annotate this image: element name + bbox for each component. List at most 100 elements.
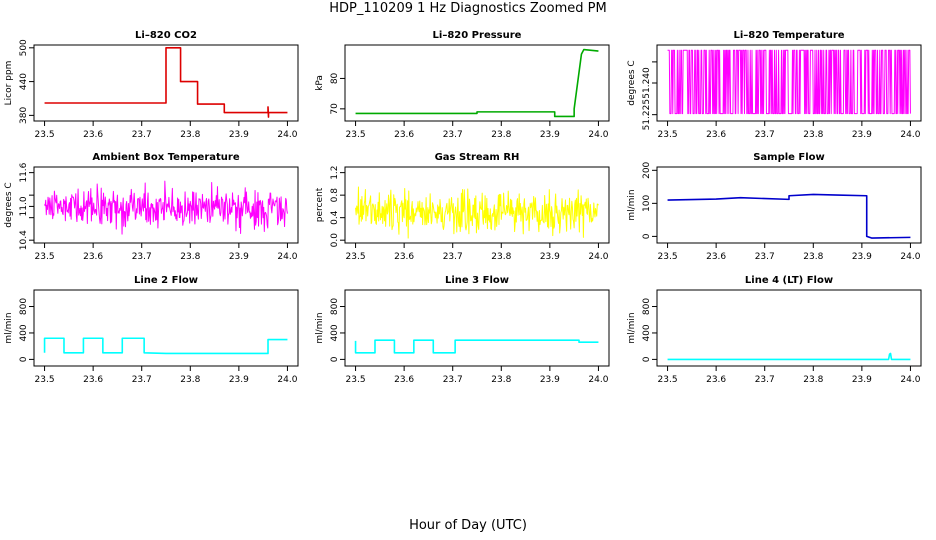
panel-5: Gas Stream RH 23.5 23.6 23.7 23.8 23.9 24.0 0.0… — [315, 152, 610, 262]
y-tick-label: 11.0 — [19, 196, 29, 216]
y-axis-label: degrees C — [4, 182, 14, 227]
y-tick-label: 11.6 — [19, 162, 29, 182]
x-tick-label: 24.0 — [588, 375, 608, 385]
x-tick-label: 23.9 — [852, 375, 872, 385]
series-line — [667, 352, 911, 361]
x-tick-label: 24.0 — [900, 252, 920, 262]
x-tick-label: 23.7 — [755, 130, 775, 140]
x-tick-label: 23.6 — [83, 252, 103, 262]
x-tick-label: 23.7 — [443, 252, 463, 262]
x-tick-label: 23.6 — [394, 130, 414, 140]
panel-9: Line 4 (LT) Flow 23.5 23.6 23.7 23.8 23.9 24.0… — [627, 275, 922, 385]
series-line — [44, 47, 288, 118]
series-line — [44, 180, 288, 235]
y-axis-label: ml/min — [627, 312, 637, 343]
y-tick-label: 0.8 — [330, 188, 340, 203]
y-tick-label: 800 — [330, 298, 340, 315]
plot-frame — [33, 166, 299, 244]
x-tick-label: 24.0 — [277, 252, 297, 262]
x-tick-label: 23.8 — [180, 375, 200, 385]
panel-4: Ambient Box Temperature 23.5 23.6 23.7 23.8 2… — [4, 152, 299, 262]
series-line — [355, 186, 599, 239]
y-tick-label: 0.0 — [330, 233, 340, 248]
y-tick-label: 440 — [19, 73, 29, 90]
y-tick-label: 0 — [19, 356, 29, 362]
x-tick-label: 23.8 — [803, 375, 823, 385]
x-tick-label: 23.7 — [132, 375, 152, 385]
plot-frame — [33, 44, 299, 122]
x-tick-label: 23.8 — [491, 375, 511, 385]
y-tick-label: 800 — [19, 298, 29, 315]
panel-title: Gas Stream RH — [435, 152, 520, 163]
x-tick-label: 24.0 — [588, 252, 608, 262]
x-tick-label: 23.5 — [346, 130, 366, 140]
y-tick-label: 500 — [19, 39, 29, 56]
panel-6: Sample Flow 23.5 23.6 23.7 23.8 23.9 24.0 0 100 2… — [627, 152, 922, 262]
x-tick-label: 23.9 — [540, 252, 560, 262]
x-tick-label: 23.7 — [132, 130, 152, 140]
y-axis-label: ml/min — [315, 312, 325, 343]
x-tick-label: 23.7 — [755, 375, 775, 385]
x-tick-label: 23.5 — [658, 375, 678, 385]
x-tick-label: 23.6 — [394, 252, 414, 262]
y-tick-label: 0 — [642, 233, 652, 239]
x-tick-label: 23.9 — [852, 252, 872, 262]
y-axis-label: ml/min — [4, 312, 14, 343]
series-line — [43, 337, 288, 355]
x-tick-label: 23.9 — [540, 130, 560, 140]
y-tick-label: 400 — [330, 324, 340, 341]
y-axis-label: Licor ppm — [4, 61, 14, 106]
x-tick-label: 23.5 — [346, 252, 366, 262]
y-tick-label: 400 — [19, 324, 29, 341]
x-tick-label: 23.7 — [132, 252, 152, 262]
x-tick-label: 24.0 — [588, 130, 608, 140]
y-tick-label: 51.240 — [642, 67, 652, 99]
y-tick-label: 10.4 — [19, 230, 29, 250]
x-tick-label: 23.8 — [491, 252, 511, 262]
panel-1: Li–820 CO2 23.5 23.6 23.7 23.8 23.9 24.0 380 440… — [4, 30, 299, 140]
x-tick-label: 23.8 — [803, 130, 823, 140]
figure-title: HDP_110209 1 Hz Diagnostics Zoomed PM — [329, 1, 607, 16]
x-tick-label: 23.6 — [706, 375, 726, 385]
x-tick-label: 23.5 — [658, 130, 678, 140]
series-line — [667, 193, 911, 239]
series-line — [667, 49, 911, 115]
panel-title: Sample Flow — [753, 152, 825, 163]
y-tick-label: 70 — [330, 103, 340, 115]
y-tick-label: 100 — [642, 194, 652, 211]
x-tick-label: 23.9 — [852, 130, 872, 140]
series-line — [354, 339, 599, 354]
y-tick-label: 0.4 — [330, 210, 340, 225]
y-tick-label: 400 — [642, 324, 652, 341]
x-tick-label: 23.5 — [346, 375, 366, 385]
x-tick-label: 23.7 — [755, 252, 775, 262]
plot-frame — [33, 289, 299, 367]
x-tick-label: 23.8 — [491, 130, 511, 140]
plot-frame — [344, 44, 610, 122]
y-axis-label: degrees C — [627, 60, 637, 105]
y-axis-label: kPa — [315, 75, 325, 91]
figure-x-axis-label: Hour of Day (UTC) — [409, 518, 527, 533]
y-tick-label: 800 — [642, 298, 652, 315]
panel-title: Line 3 Flow — [445, 275, 509, 286]
x-tick-label: 23.6 — [83, 130, 103, 140]
x-tick-label: 23.9 — [229, 252, 249, 262]
x-tick-label: 23.7 — [443, 375, 463, 385]
series-line — [355, 48, 599, 118]
x-tick-label: 23.5 — [658, 252, 678, 262]
y-tick-label: 1.2 — [330, 165, 340, 179]
x-tick-label: 23.6 — [706, 130, 726, 140]
x-tick-label: 24.0 — [900, 375, 920, 385]
panel-3: Li–820 Temperature 23.5 23.6 23.7 23.8 23.9 24… — [627, 30, 922, 140]
plot-frame — [344, 166, 610, 244]
x-tick-label: 23.5 — [35, 130, 55, 140]
x-tick-label: 23.8 — [180, 130, 200, 140]
x-tick-label: 24.0 — [277, 130, 297, 140]
panel-title: Ambient Box Temperature — [92, 152, 239, 163]
y-tick-label: 380 — [19, 107, 29, 124]
x-tick-label: 23.5 — [35, 375, 55, 385]
x-tick-label: 23.9 — [229, 375, 249, 385]
y-tick-label: 51.225 — [642, 99, 652, 130]
